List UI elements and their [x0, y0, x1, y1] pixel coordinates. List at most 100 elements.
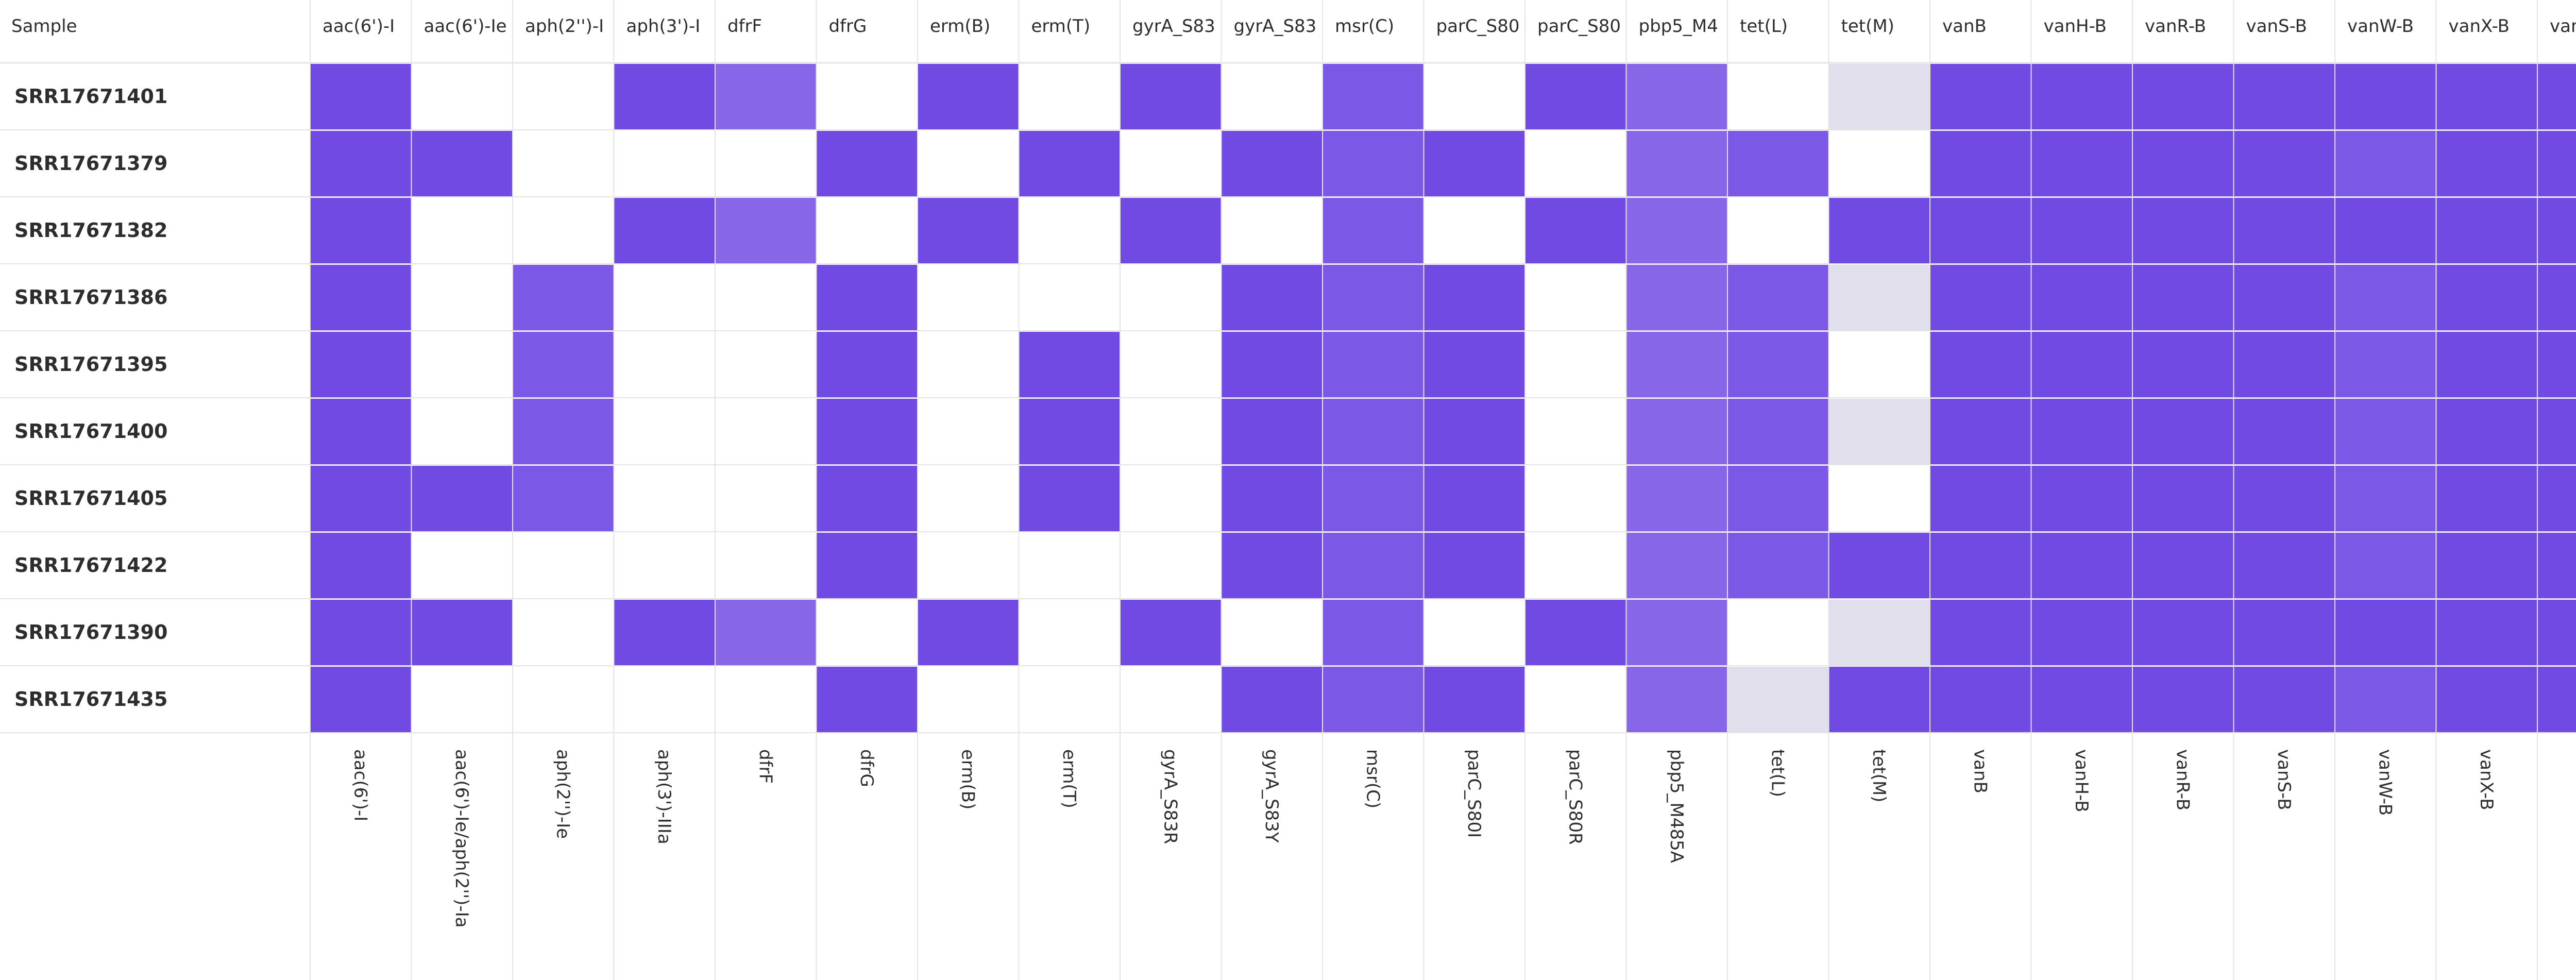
heatmap-cell: [1930, 64, 2031, 129]
heatmap-cell: [311, 600, 411, 665]
heatmap-cell: [2133, 533, 2233, 598]
heatmap-cell: [1930, 265, 2031, 330]
row-label: SRR17671401: [14, 85, 167, 108]
heatmap-cell: [1728, 533, 1828, 598]
heatmap-cell: [1222, 332, 1322, 397]
heatmap-cell: [2538, 198, 2576, 263]
heatmap-cell: [2133, 64, 2233, 129]
heatmap-cell: [1626, 600, 1727, 665]
heatmap-cell: [1121, 64, 1221, 129]
heatmap-cell: [2335, 265, 2436, 330]
heatmap-cell: [2133, 265, 2233, 330]
heatmap-cell: [817, 265, 917, 330]
column-bottom-label: aph(2'')-Ie: [552, 749, 573, 839]
heatmap-cell: [1526, 198, 1626, 263]
heatmap-cell: [1626, 265, 1727, 330]
heatmap-cell: [1626, 198, 1727, 263]
heatmap-cell: [2234, 399, 2334, 464]
heatmap-cell: [311, 64, 411, 129]
heatmap-cell: [2436, 198, 2537, 263]
heatmap-cell: [2031, 265, 2132, 330]
column-header-label: erm(T): [1031, 16, 1091, 37]
heatmap-cell: [1019, 466, 1120, 531]
heatmap-cell: [1323, 399, 1423, 464]
column-bottom-label: parC_S80I: [1464, 749, 1484, 838]
heatmap-cell: [2234, 332, 2334, 397]
column-header-label: dfrF: [727, 16, 762, 37]
heatmap-cell: [1829, 198, 1929, 263]
heatmap-cells: [311, 64, 2576, 732]
heatmap-cell: [1222, 466, 1322, 531]
heatmap-cell: [1930, 466, 2031, 531]
bottom-column-labels: aac(6')-I aac(6')-Ie/aph(2'')-Ia aph(2'')-…: [350, 749, 2497, 928]
heatmap-cell: [2538, 64, 2576, 129]
heatmap-cell: [1930, 198, 2031, 263]
row-label: SRR17671379: [14, 152, 167, 175]
column-bottom-label: dfrG: [856, 749, 877, 787]
heatmap-cell: [1526, 64, 1626, 129]
heatmap-cell: [1019, 332, 1120, 397]
column-header-label: parC_S80: [1537, 16, 1621, 37]
heatmap-cell: [2335, 600, 2436, 665]
column-bottom-label: vanW-B: [2375, 749, 2395, 816]
heatmap-cell: [817, 533, 917, 598]
heatmap-cell: [716, 198, 816, 263]
column-bottom-label: erm(T): [1059, 749, 1079, 808]
column-header-label: tet(M): [1841, 16, 1894, 37]
heatmap-cell: [2031, 64, 2132, 129]
heatmap-cell: [716, 64, 816, 129]
heatmap-cell: [614, 600, 715, 665]
column-header: Sample aac(6')-I aac(6')-Iе aph(2'')-I aph(…: [11, 16, 2576, 37]
sample-column-header: Sample: [11, 16, 77, 37]
heatmap-cell: [1323, 265, 1423, 330]
heatmap-cell: [311, 265, 411, 330]
row-label: SRR17671422: [14, 554, 167, 577]
heatmap-cell: [1019, 131, 1120, 196]
column-header-label: aac(6')-I: [323, 16, 395, 37]
column-header-label: vanX-B: [2449, 16, 2510, 37]
heatmap-cell: [1728, 131, 1828, 196]
heatmap-cell: [311, 332, 411, 397]
heatmap-cell: [1626, 466, 1727, 531]
heatmap-cell: [1829, 265, 1929, 330]
heatmap-cell: [2436, 64, 2537, 129]
column-bottom-label: tet(M): [1869, 749, 1889, 802]
heatmap-cell: [1626, 399, 1727, 464]
column-bottom-label: pbp5_M485A: [1666, 749, 1687, 863]
heatmap-cell: [2234, 533, 2334, 598]
heatmap-cell: [1728, 466, 1828, 531]
heatmap-cell: [311, 533, 411, 598]
heatmap-cell: [1626, 332, 1727, 397]
heatmap-cell: [2335, 131, 2436, 196]
heatmap-cell: [1323, 533, 1423, 598]
heatmap-cell: [1323, 64, 1423, 129]
column-bottom-label: vanH-B: [2071, 749, 2092, 812]
heatmap-cell: [2538, 265, 2576, 330]
heatmap-cell: [2436, 466, 2537, 531]
heatmap-cell: [817, 131, 917, 196]
heatmap-cell: [1424, 466, 1524, 531]
column-header-label: parC_S80: [1436, 16, 1520, 37]
heatmap-cell: [1829, 64, 1929, 129]
column-bottom-label: vanB: [1970, 749, 1990, 793]
heatmap-cell: [2436, 131, 2537, 196]
heatmap-cell: [2031, 131, 2132, 196]
heatmap-cell: [1222, 533, 1322, 598]
heatmap-cell: [412, 466, 512, 531]
column-header-label: tet(L): [1740, 16, 1788, 37]
heatmap-cell: [1323, 600, 1423, 665]
heatmap-cell: [2234, 198, 2334, 263]
heatmap-cell: [1323, 131, 1423, 196]
heatmap-cell: [1626, 131, 1727, 196]
heatmap-cell: [2133, 131, 2233, 196]
heatmap-cell: [817, 667, 917, 732]
heatmap-cell: [716, 600, 816, 665]
heatmap-cell: [1728, 265, 1828, 330]
column-bottom-label: vanX-B: [2476, 749, 2497, 810]
heatmap-cell: [311, 399, 411, 464]
heatmap-cell: [1323, 198, 1423, 263]
heatmap-cell: [1829, 399, 1929, 464]
heatmap-cell: [1626, 64, 1727, 129]
